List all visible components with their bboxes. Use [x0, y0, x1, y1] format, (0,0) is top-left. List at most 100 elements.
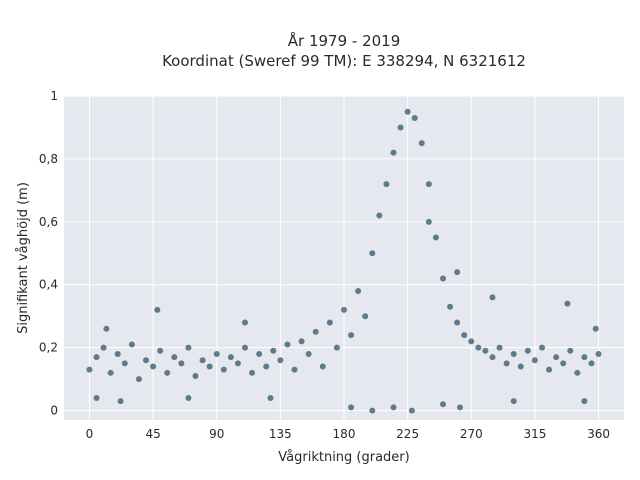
- data-point-0-62: [524, 347, 531, 354]
- data-point-0-72: [595, 350, 602, 357]
- data-point-0-6: [128, 341, 135, 348]
- y-axis-ticks: 0 0,2 0,4 0,6 0,8 1: [39, 89, 58, 418]
- data-point-0-64: [538, 344, 545, 351]
- data-point-0-14: [185, 344, 192, 351]
- y-tick-label-3: 0,6: [39, 215, 58, 229]
- data-point-0-45: [404, 108, 411, 115]
- data-point-0-51: [447, 303, 454, 310]
- data-point-0-67: [560, 360, 567, 367]
- data-point-0-63: [531, 357, 538, 364]
- data-point-0-18: [213, 350, 220, 357]
- data-point-0-83: [439, 401, 446, 408]
- data-point-0-21: [234, 360, 241, 367]
- data-point-0-55: [475, 344, 482, 351]
- data-point-0-40: [369, 250, 376, 257]
- data-point-0-36: [341, 306, 347, 313]
- data-point-0-54: [468, 338, 475, 345]
- chart-title-line1: År 1979 - 2019: [288, 31, 401, 50]
- grid-lines: [64, 95, 624, 420]
- y-axis-title: Signifikant våghöjd (m): [16, 182, 31, 334]
- data-point-0-89: [592, 325, 599, 332]
- y-tick-label-5: 1: [50, 89, 58, 103]
- y-tick-label-4: 0,8: [39, 152, 58, 166]
- data-point-0-75: [154, 306, 161, 313]
- data-point-0-10: [157, 347, 164, 354]
- data-point-0-82: [408, 407, 415, 414]
- chart-title-line2: Koordinat (Sweref 99 TM): E 338294, N 63…: [162, 52, 526, 70]
- x-tick-label-1: 45: [145, 427, 160, 441]
- data-point-0-5: [121, 360, 128, 367]
- data-point-0-9: [150, 363, 157, 370]
- data-point-0-20: [227, 354, 234, 361]
- data-point-0-32: [312, 328, 319, 335]
- x-axis-title: Vågriktning (grader): [278, 450, 409, 465]
- x-tick-label-5: 225: [396, 427, 419, 441]
- data-point-0-43: [390, 149, 397, 156]
- data-point-0-58: [496, 344, 503, 351]
- data-point-0-22: [242, 344, 249, 351]
- data-point-0-28: [284, 341, 291, 348]
- data-point-0-74: [117, 398, 124, 405]
- data-point-0-52: [454, 319, 461, 326]
- data-point-0-16: [199, 357, 206, 364]
- data-point-0-41: [376, 212, 383, 219]
- data-point-0-11: [164, 369, 171, 376]
- data-point-0-24: [256, 350, 263, 357]
- data-point-0-91: [454, 269, 461, 276]
- data-point-0-17: [206, 363, 213, 370]
- data-point-0-44: [397, 124, 404, 131]
- data-point-0-0: [86, 366, 93, 373]
- data-point-0-87: [564, 300, 571, 307]
- data-point-0-34: [326, 319, 333, 326]
- y-tick-label-1: 0,2: [39, 341, 58, 355]
- data-point-0-29: [291, 366, 298, 373]
- data-point-0-76: [185, 394, 192, 401]
- data-point-0-85: [489, 294, 496, 301]
- data-point-0-37: [348, 332, 355, 339]
- data-point-0-61: [517, 363, 524, 370]
- data-point-0-57: [489, 354, 496, 361]
- data-point-0-3: [107, 369, 114, 376]
- data-point-0-73: [103, 325, 110, 332]
- data-point-0-4: [114, 350, 121, 357]
- data-point-0-86: [510, 398, 517, 405]
- data-point-0-8: [143, 357, 150, 364]
- data-point-0-12: [171, 354, 178, 361]
- data-point-0-31: [305, 350, 312, 357]
- data-point-0-92: [425, 218, 432, 225]
- data-point-0-19: [220, 366, 227, 373]
- data-point-0-50: [439, 275, 446, 282]
- data-point-0-33: [319, 363, 326, 370]
- data-point-0-48: [425, 181, 432, 188]
- data-point-0-79: [348, 404, 355, 411]
- data-point-0-13: [178, 360, 185, 367]
- data-point-0-77: [242, 319, 249, 326]
- data-point-0-2: [100, 344, 107, 351]
- x-tick-label-7: 315: [523, 427, 546, 441]
- data-point-0-46: [411, 115, 418, 122]
- data-point-0-30: [298, 338, 305, 345]
- data-point-0-25: [263, 363, 270, 370]
- data-point-0-81: [390, 404, 397, 411]
- data-point-0-90: [93, 394, 100, 401]
- data-point-0-84: [456, 404, 463, 411]
- data-point-0-88: [581, 398, 588, 405]
- data-point-0-35: [333, 344, 340, 351]
- data-point-0-69: [574, 369, 581, 376]
- data-point-0-53: [461, 332, 468, 339]
- data-point-0-38: [355, 288, 362, 295]
- data-point-0-26: [270, 347, 277, 354]
- y-tick-label-2: 0,4: [39, 278, 58, 292]
- data-point-0-1: [93, 354, 100, 361]
- data-point-0-7: [135, 376, 142, 383]
- data-point-0-42: [383, 181, 390, 188]
- data-point-0-15: [192, 372, 199, 379]
- data-point-0-65: [546, 366, 553, 373]
- data-points: [86, 108, 602, 414]
- data-point-0-70: [581, 354, 588, 361]
- x-tick-label-4: 180: [333, 427, 356, 441]
- x-tick-label-6: 270: [460, 427, 483, 441]
- data-point-0-39: [362, 313, 369, 320]
